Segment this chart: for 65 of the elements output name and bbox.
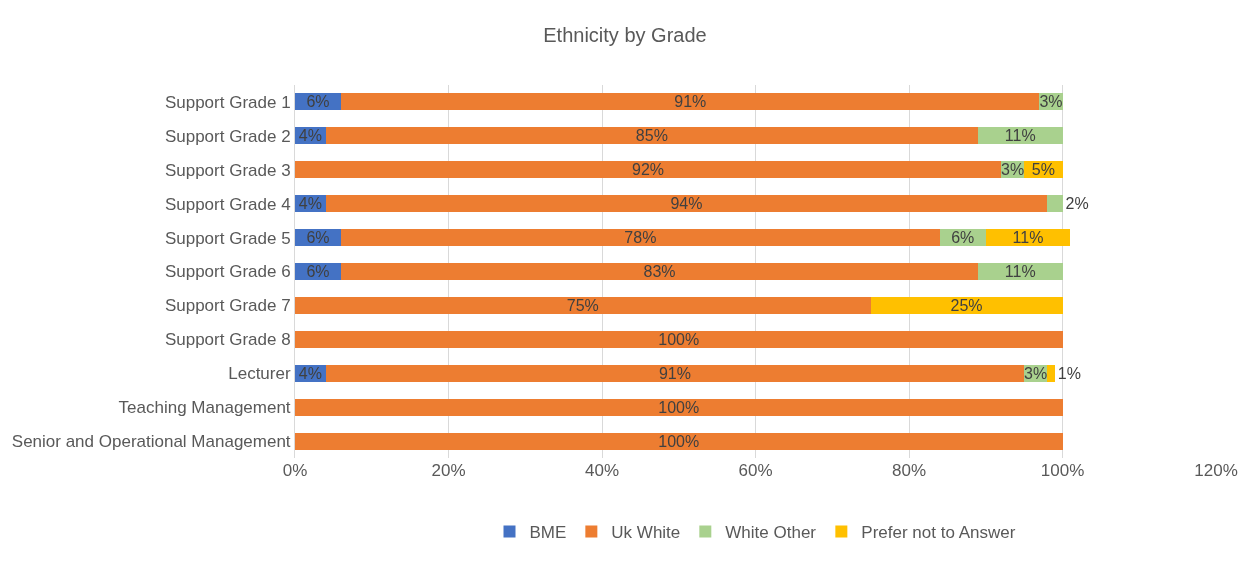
- bar: [341, 263, 979, 280]
- data-label: 100%: [658, 398, 700, 416]
- y-tick-label: Support Grade 7: [164, 296, 291, 316]
- data-label: 75%: [566, 296, 599, 314]
- legend-label: BME: [529, 523, 567, 543]
- data-label: 6%: [306, 229, 330, 247]
- y-tick-label: Senior and Operational Management: [11, 432, 291, 451]
- y-tick-label: Support Grade 6: [164, 262, 291, 282]
- data-label: 11%: [1012, 229, 1044, 247]
- data-label: 1%: [1057, 364, 1081, 382]
- data-label: 25%: [950, 296, 983, 314]
- x-tick-label: 60%: [738, 461, 773, 480]
- bar: [870, 296, 1063, 314]
- x-tick-label: 100%: [1040, 461, 1085, 480]
- legend-label: Uk White: [611, 523, 681, 543]
- data-label: 100%: [658, 432, 700, 450]
- data-label: 6%: [306, 263, 330, 280]
- x-tick-label: 40%: [584, 461, 620, 480]
- data-label: 85%: [635, 127, 668, 145]
- data-label: 83%: [643, 263, 676, 280]
- x-tick-label: 80%: [891, 461, 927, 480]
- y-tick-label: Support Grade 3: [164, 160, 291, 180]
- data-label: 6%: [306, 93, 330, 111]
- bar: [1047, 364, 1055, 382]
- y-tick-label: Support Grade 4: [164, 194, 291, 214]
- bar: [295, 330, 1063, 348]
- bar: [295, 432, 1063, 450]
- data-label: 100%: [658, 330, 700, 348]
- y-tick-label: Teaching Management: [118, 398, 291, 418]
- y-tick-label: Support Grade 8: [164, 330, 291, 350]
- data-label: 4%: [298, 127, 322, 145]
- data-label: 78%: [624, 229, 657, 247]
- x-tick-label: 0%: [282, 461, 308, 480]
- x-tick-label: 120%: [1194, 461, 1238, 480]
- data-label: 6%: [951, 229, 975, 247]
- y-tick-label: Lecturer: [228, 364, 291, 384]
- data-label: 3%: [1039, 93, 1063, 111]
- bar: [295, 296, 871, 314]
- data-label: 92%: [632, 161, 665, 179]
- data-label: 11%: [1004, 127, 1036, 145]
- data-label: 91%: [658, 364, 691, 382]
- data-label: 4%: [298, 195, 322, 213]
- bar: [325, 364, 1025, 382]
- x-tick-label: 20%: [431, 461, 466, 480]
- bar: [295, 398, 1063, 416]
- data-label: 5%: [1031, 161, 1055, 179]
- legend-label: Prefer not to Answer: [861, 523, 1016, 543]
- data-label: 94%: [670, 195, 703, 213]
- y-tick-label: Support Grade 2: [164, 126, 291, 146]
- bar: [1047, 195, 1063, 213]
- bar: [325, 195, 1048, 213]
- legend-label: White Other: [725, 523, 817, 543]
- data-label: 2%: [1065, 195, 1089, 213]
- data-label: 91%: [674, 93, 707, 111]
- bar: [325, 127, 979, 145]
- y-tick-label: Support Grade 1: [164, 92, 291, 112]
- y-tick-label: Support Grade 5: [164, 228, 291, 248]
- data-label: 4%: [298, 364, 322, 382]
- chart-title: Ethnicity by Grade: [543, 24, 707, 47]
- bar: [341, 93, 1040, 111]
- bar: [341, 229, 940, 247]
- data-label: 3%: [1001, 161, 1025, 179]
- bar: [295, 161, 1002, 179]
- data-label: 11%: [1004, 263, 1036, 280]
- data-label: 3%: [1024, 364, 1048, 382]
